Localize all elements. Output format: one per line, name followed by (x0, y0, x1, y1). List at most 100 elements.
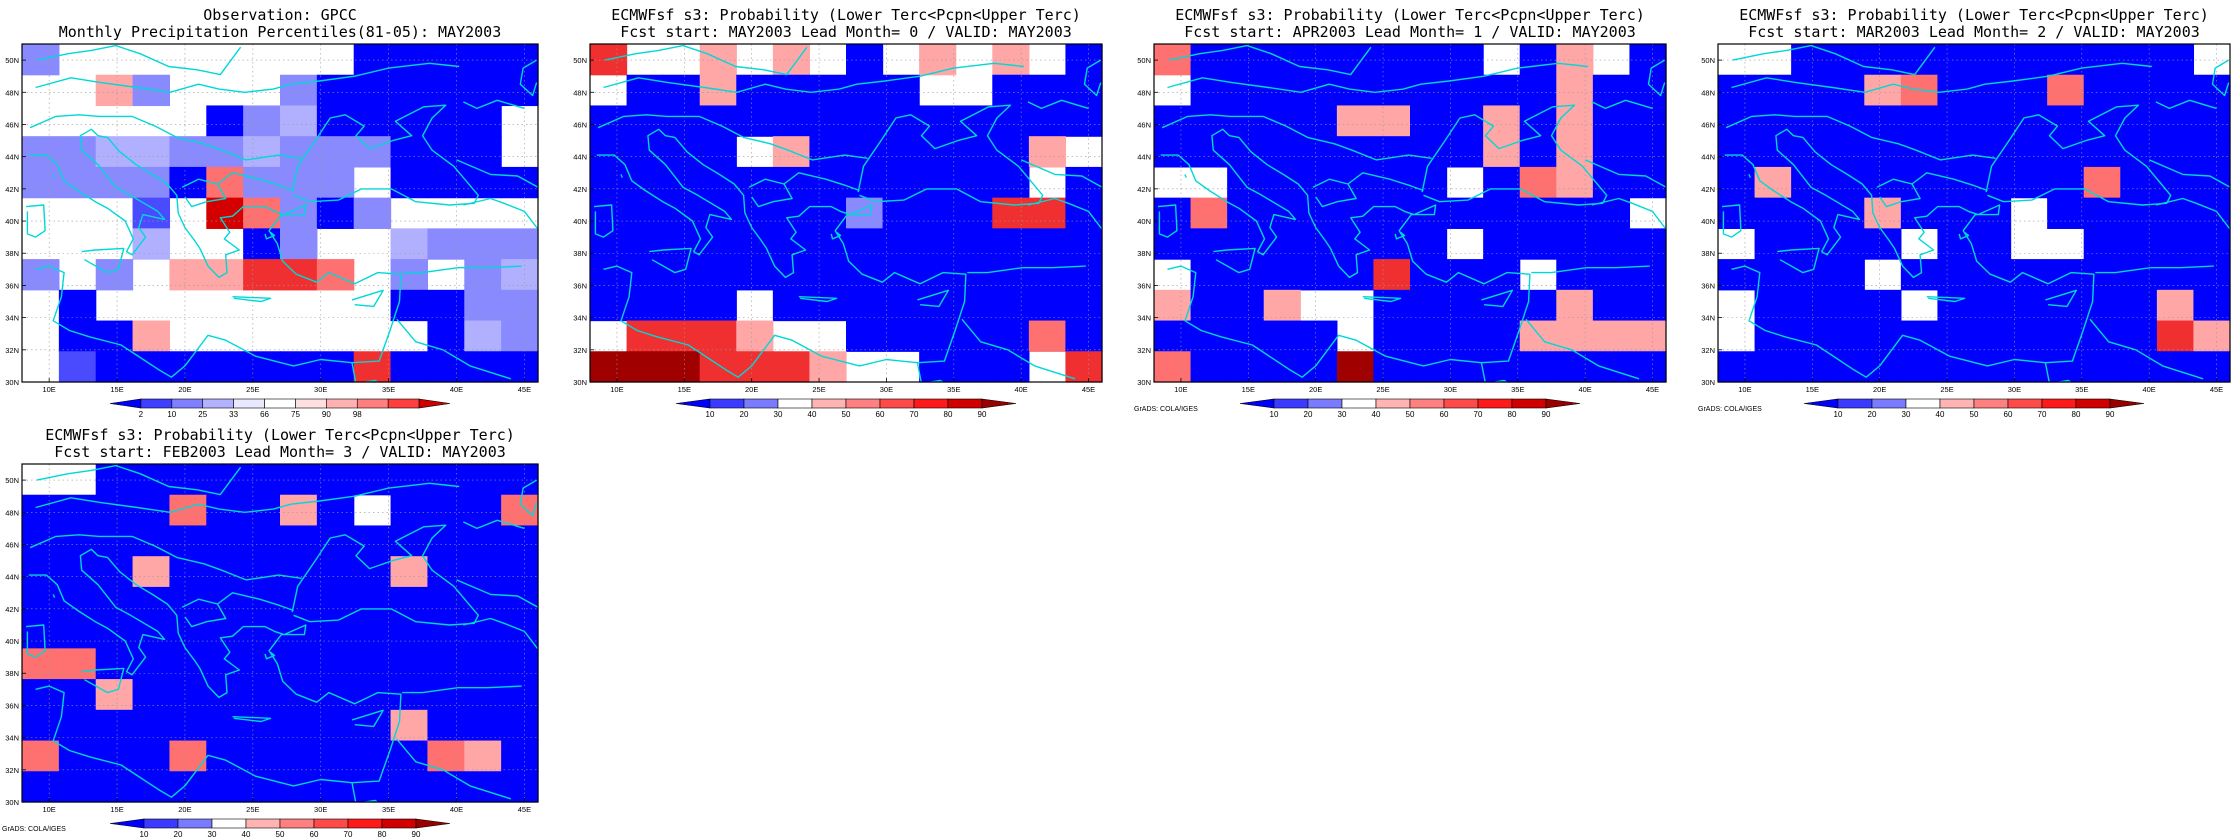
colorbar-label: 70 (910, 410, 919, 419)
coastline (463, 197, 538, 230)
grid-cell (427, 44, 465, 76)
grid-cell (992, 197, 1030, 229)
grid-cell (2193, 320, 2231, 352)
colorbar-label: 50 (276, 830, 285, 839)
grid-cell (992, 259, 1030, 291)
grid-cell (390, 166, 429, 199)
lon-tick-label: 45E (1082, 385, 1095, 394)
colorbar-segment (279, 818, 315, 829)
grid-cell (427, 494, 465, 527)
lat-tick-label: 32N (573, 346, 587, 355)
grid-cell (58, 289, 97, 322)
grid-cell (206, 771, 244, 803)
grid-cell (1718, 166, 1756, 199)
grid-cell (464, 617, 502, 649)
grid-cell (464, 228, 502, 260)
coastline (620, 174, 623, 178)
grid-cell (95, 771, 134, 803)
lat-tick-label: 40N (573, 217, 587, 226)
grid-cell (2010, 166, 2048, 199)
grid-cell (353, 771, 392, 803)
grid-cell (1336, 351, 1375, 383)
coastline (1027, 99, 1089, 110)
grid-cell (243, 525, 281, 557)
lat-tick-label: 34N (1137, 314, 1151, 323)
grid-cell (1154, 197, 1192, 229)
grid-cell (58, 740, 97, 772)
colorbar-label: 10 (1834, 410, 1843, 419)
colorbar-segment (418, 398, 451, 409)
lon-tick-label: 15E (110, 805, 123, 814)
lat-tick-label: 32N (5, 766, 19, 775)
grid-cell (464, 320, 502, 352)
grid-cell (1373, 228, 1411, 260)
grid-cell (501, 709, 539, 742)
grid-cell (1300, 197, 1338, 229)
coastline (1985, 104, 2172, 206)
panel-title: ECMWFsf s3: Probability (Lower Terc<Pcpn… (1739, 6, 2209, 24)
coastline (1531, 265, 1650, 274)
grid-cell (243, 464, 281, 496)
grid-cell (464, 289, 502, 322)
grid-cell (663, 289, 701, 322)
grid-cell (353, 556, 392, 588)
grid-cell (846, 289, 884, 322)
panel-title: ECMWFsf s3: Probability (Lower Terc<Pcpn… (1175, 6, 1645, 24)
grid-cell (772, 259, 811, 291)
lat-tick-label: 30N (1137, 378, 1151, 387)
grid-cell (132, 136, 171, 168)
colorbar-label: 2 (139, 410, 144, 419)
lon-tick-label: 30E (1444, 385, 1457, 394)
colorbar-label: 70 (1474, 410, 1483, 419)
grid-cell (464, 586, 502, 619)
grid-cell (280, 648, 318, 680)
grid-cell (501, 679, 539, 711)
coastline (1312, 178, 1357, 208)
grid-cell (1065, 228, 1103, 260)
grid-cell (590, 351, 628, 383)
grid-cell (2083, 74, 2121, 107)
grid-cell (1227, 289, 1265, 322)
panel-subtitle: Monthly Precipitation Percentiles(81-05)… (59, 23, 502, 41)
grid-cell (626, 166, 664, 199)
grid-cell (955, 166, 993, 199)
grid-cell (1718, 74, 1756, 107)
grid-cell (1718, 105, 1756, 137)
panel-subtitle: Fcst start: APR2003 Lead Month= 1 / VALI… (1184, 23, 1636, 41)
colorbar-label: 70 (344, 830, 353, 839)
grid-cell (280, 740, 318, 772)
grid-cell (22, 586, 60, 619)
coastline (1160, 128, 1531, 378)
colorbar-segment (1905, 398, 1941, 409)
grid-cell (1519, 166, 1557, 199)
grid-cell (1190, 351, 1228, 383)
colorbar-label: 50 (842, 410, 851, 419)
grid-cell (1900, 259, 1939, 291)
grid-cell (427, 166, 465, 199)
colorbar-segment (245, 818, 281, 829)
grid-cell (1065, 289, 1103, 322)
grid-cell (132, 494, 171, 527)
coastline (52, 174, 56, 178)
lat-tick-label: 38N (5, 669, 19, 678)
lat-tick-label: 36N (1137, 281, 1151, 290)
grid-cell (1263, 44, 1301, 76)
colorbar-segment (326, 398, 358, 409)
grid-cell (1483, 351, 1521, 383)
grid-cell (1263, 166, 1301, 199)
grid-cell (1446, 136, 1484, 168)
map-panel-2: ECMWFsf s3: Probability (Lower Terc<Pcpn… (573, 6, 1103, 419)
grid-cell (1592, 351, 1631, 383)
grid-cell (169, 771, 207, 803)
grid-cell (316, 556, 355, 588)
grid-cell (2193, 289, 2231, 322)
grid-cell (626, 320, 664, 352)
colorbar-segment (415, 818, 451, 829)
grid-cell (22, 525, 60, 557)
grid-cell (206, 464, 244, 496)
grid-cell (22, 556, 60, 588)
grid-cell (95, 74, 134, 107)
grid-cell (1629, 105, 1667, 137)
grid-cell (992, 44, 1030, 76)
grid-cell (1629, 74, 1667, 107)
